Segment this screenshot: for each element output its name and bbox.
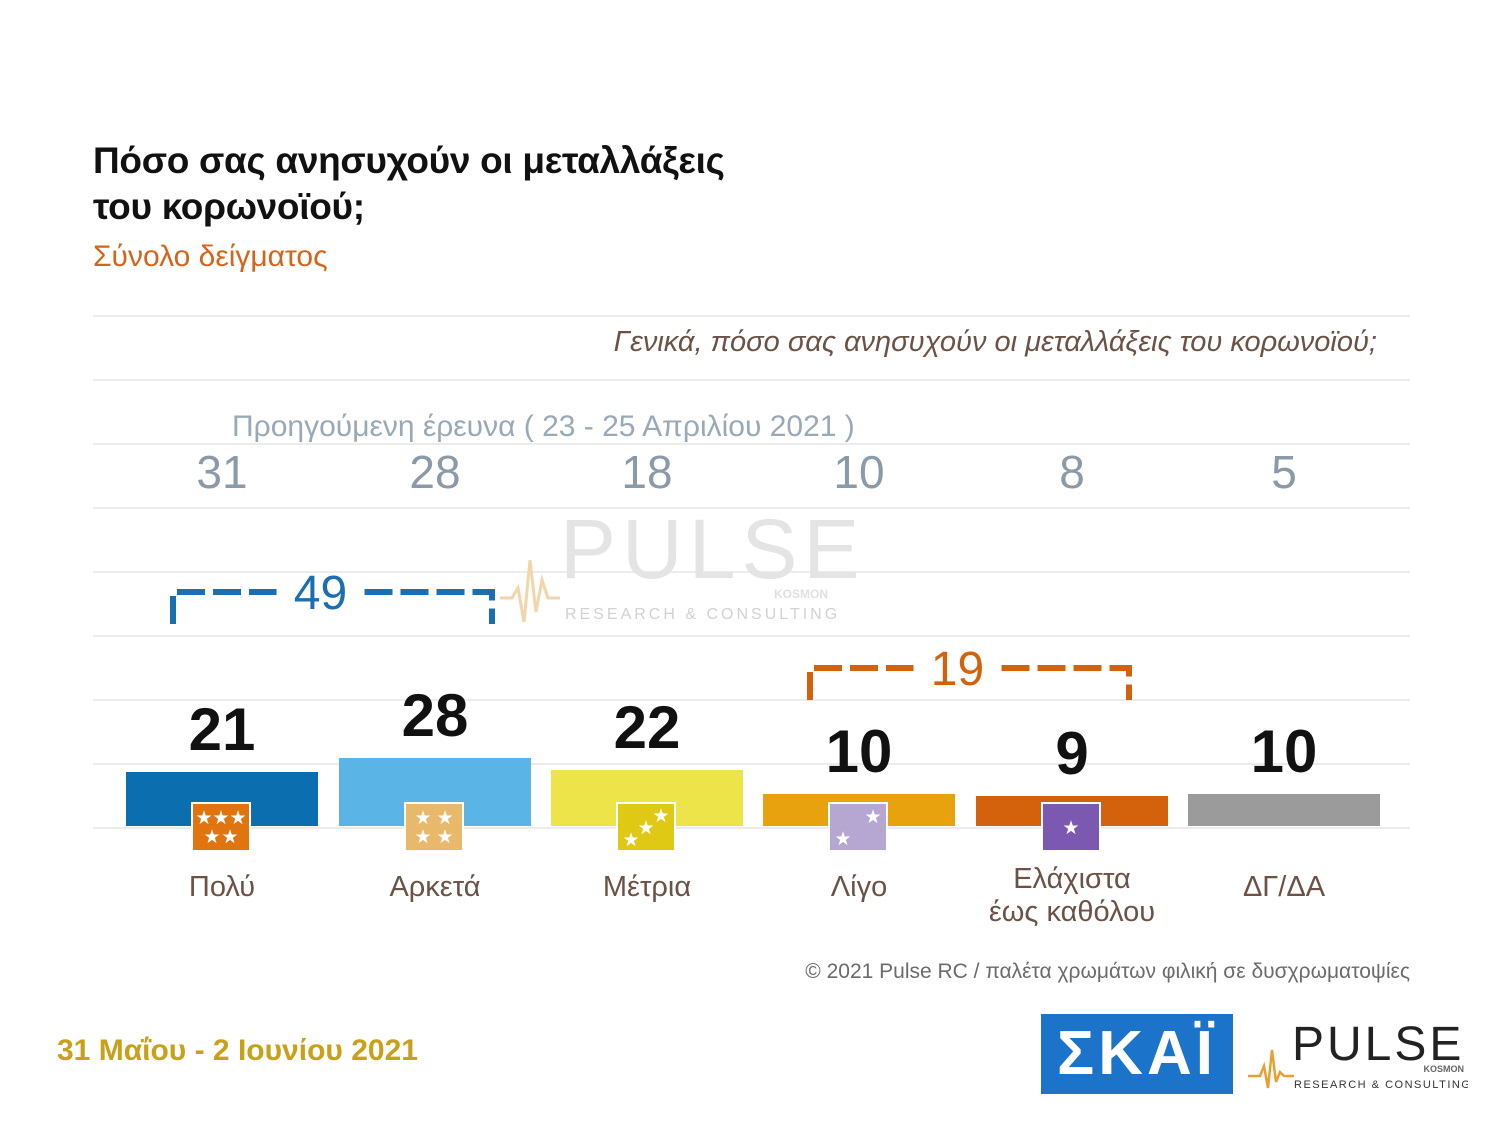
skai-logo: ΣΚΑΪ [1041, 1014, 1233, 1094]
star-rating-icon: ★★ [828, 802, 888, 852]
star-icon: ★ [414, 827, 431, 848]
star-icon: ★ [195, 808, 212, 829]
pulse-logo-tagline: RESEARCH & CONSULTING [1294, 1079, 1468, 1091]
icon-box [828, 802, 888, 852]
star-icon: ★ [622, 830, 639, 851]
previous-value-label: 10 [833, 446, 884, 498]
icon-box [616, 802, 676, 852]
star-rating-icon: ★★★ [616, 802, 676, 852]
pulse-logo-text: PULSE [1292, 1018, 1464, 1071]
group-bracket: 49 [170, 567, 495, 624]
star-icon: ★ [637, 818, 654, 839]
previous-survey-label: Προηγούμενη έρευνα ( 23 - 25 Απριλίου 20… [232, 410, 855, 443]
previous-value-label: 18 [621, 446, 672, 498]
previous-value-label: 5 [1271, 446, 1297, 498]
star-icon: ★ [864, 807, 881, 828]
pulse-logo-sub: KOSMON [1424, 1064, 1465, 1074]
bar-value-label: 21 [189, 696, 256, 763]
bracket-right [1001, 665, 1132, 700]
watermark-wave-icon [500, 559, 560, 623]
survey-date: 31 Μαΐου - 2 Ιουνίου 2021 [57, 1034, 418, 1067]
pulse-logo: PULSE KOSMON RESEARCH & CONSULTING [1248, 1018, 1468, 1091]
star-icon: ★ [229, 808, 246, 829]
previous-value-label: 8 [1059, 446, 1085, 498]
icon-box [191, 802, 251, 852]
question-text: Γενικά, πόσο σας ανησυχούν οι μεταλλάξει… [614, 326, 1377, 358]
bracket-right [364, 589, 495, 624]
bar-value-label: 22 [614, 694, 681, 761]
chart-title-line-1: Πόσο σας ανησυχούν οι μεταλλάξεις [93, 140, 725, 181]
chart-title-line-2: του κορωνοϊού; [93, 186, 365, 227]
icon-box [404, 802, 464, 852]
star-icon: ★ [834, 829, 851, 850]
group-total-label: 19 [931, 643, 984, 696]
category-label: Μέτρια [603, 871, 691, 903]
pulse-wave-icon [1248, 1049, 1294, 1089]
star-icon: ★ [414, 808, 431, 829]
watermark-sub: KOSMON [774, 587, 828, 601]
category-label: έως καθόλου [989, 896, 1155, 928]
watermark-tagline: RESEARCH & CONSULTING [565, 606, 840, 623]
star-rating-icon: ★ ★★ ★ [404, 802, 464, 852]
group-total-label: 49 [294, 567, 347, 620]
category-label: Ελάχιστα [1013, 863, 1131, 895]
bar [1188, 794, 1380, 826]
category-label: Λίγο [831, 871, 887, 903]
star-icon: ★ [203, 827, 220, 848]
bar-value-label: 10 [1251, 718, 1318, 785]
previous-value-label: 28 [409, 446, 460, 498]
icon-box [1041, 802, 1101, 852]
star-rating-icon: ★ [1041, 802, 1101, 852]
category-label: Πολύ [189, 871, 255, 903]
star-icon: ★ [1062, 818, 1079, 839]
category-label: Αρκετά [389, 871, 480, 903]
chart-subtitle: Σύνολο δείγματος [93, 240, 328, 273]
bar-value-label: 28 [402, 682, 469, 749]
group-bracket: 19 [807, 643, 1132, 700]
bracket-left [807, 665, 914, 700]
star-icon: ★ [436, 827, 453, 848]
bar-value-label: 9 [1055, 720, 1088, 787]
star-icon: ★ [436, 808, 453, 829]
footer-note: © 2021 Pulse RC / παλέτα χρωμάτων φιλική… [805, 960, 1410, 983]
star-icon: ★ [221, 827, 238, 848]
watermark-brand: PULSE [560, 502, 865, 596]
star-icon: ★ [652, 806, 669, 827]
star-icon: ★ [212, 808, 229, 829]
bar-value-label: 10 [826, 718, 893, 785]
chart-title: Πόσο σας ανησυχούν οι μεταλλάξεις του κο… [93, 138, 725, 230]
category-label: ΔΓ/ΔΑ [1243, 871, 1326, 903]
previous-value-label: 31 [196, 446, 247, 498]
bracket-left [170, 589, 277, 624]
star-rating-icon: ★ ★ ★★ ★ [191, 802, 251, 852]
